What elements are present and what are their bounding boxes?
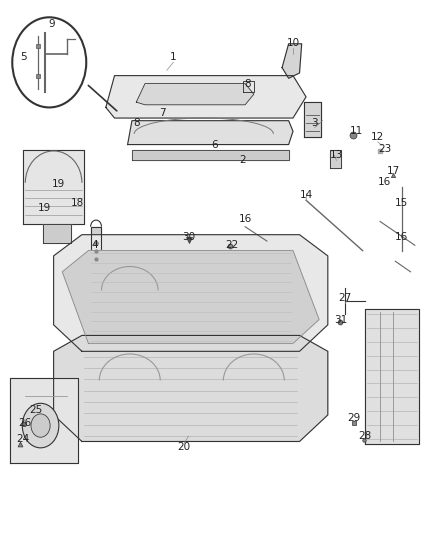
Text: 20: 20 bbox=[178, 442, 191, 452]
Text: 16: 16 bbox=[238, 214, 252, 224]
Polygon shape bbox=[53, 235, 328, 351]
Text: 13: 13 bbox=[330, 150, 343, 160]
Text: 25: 25 bbox=[30, 405, 43, 415]
Polygon shape bbox=[330, 150, 341, 168]
Text: 19: 19 bbox=[38, 203, 52, 213]
Text: 10: 10 bbox=[286, 38, 300, 48]
Polygon shape bbox=[304, 102, 321, 136]
Polygon shape bbox=[365, 309, 419, 444]
Text: 28: 28 bbox=[358, 431, 371, 441]
Text: 27: 27 bbox=[339, 293, 352, 303]
Text: 9: 9 bbox=[48, 19, 55, 29]
Text: 29: 29 bbox=[347, 413, 360, 423]
Text: 16: 16 bbox=[378, 176, 391, 187]
Polygon shape bbox=[10, 378, 78, 463]
Text: 11: 11 bbox=[350, 126, 363, 136]
Text: 7: 7 bbox=[159, 108, 166, 118]
Polygon shape bbox=[106, 76, 306, 118]
Text: 17: 17 bbox=[386, 166, 400, 176]
Text: 1: 1 bbox=[170, 52, 177, 62]
Text: 24: 24 bbox=[17, 434, 30, 444]
Text: 22: 22 bbox=[226, 240, 239, 251]
Text: 4: 4 bbox=[92, 240, 98, 251]
Polygon shape bbox=[282, 44, 302, 78]
Polygon shape bbox=[127, 120, 293, 144]
Text: 3: 3 bbox=[311, 118, 318, 128]
Text: 16: 16 bbox=[395, 232, 408, 243]
Polygon shape bbox=[132, 150, 289, 160]
Text: 6: 6 bbox=[212, 140, 218, 150]
Text: 15: 15 bbox=[395, 198, 408, 208]
Text: 18: 18 bbox=[71, 198, 84, 208]
Polygon shape bbox=[136, 84, 254, 105]
Text: 5: 5 bbox=[20, 52, 26, 62]
Polygon shape bbox=[91, 227, 102, 264]
Polygon shape bbox=[53, 335, 328, 441]
Polygon shape bbox=[62, 251, 319, 343]
Text: 8: 8 bbox=[244, 78, 251, 88]
Text: 30: 30 bbox=[182, 232, 195, 243]
Text: 31: 31 bbox=[334, 314, 347, 325]
Circle shape bbox=[31, 414, 50, 437]
Text: 19: 19 bbox=[51, 179, 64, 189]
Circle shape bbox=[22, 403, 59, 448]
Text: 12: 12 bbox=[371, 132, 385, 142]
Text: 14: 14 bbox=[300, 190, 313, 200]
Text: 26: 26 bbox=[19, 418, 32, 428]
Text: 23: 23 bbox=[378, 144, 391, 154]
Polygon shape bbox=[23, 150, 84, 224]
Polygon shape bbox=[43, 224, 71, 243]
Text: 8: 8 bbox=[133, 118, 140, 128]
Text: 2: 2 bbox=[240, 156, 246, 165]
